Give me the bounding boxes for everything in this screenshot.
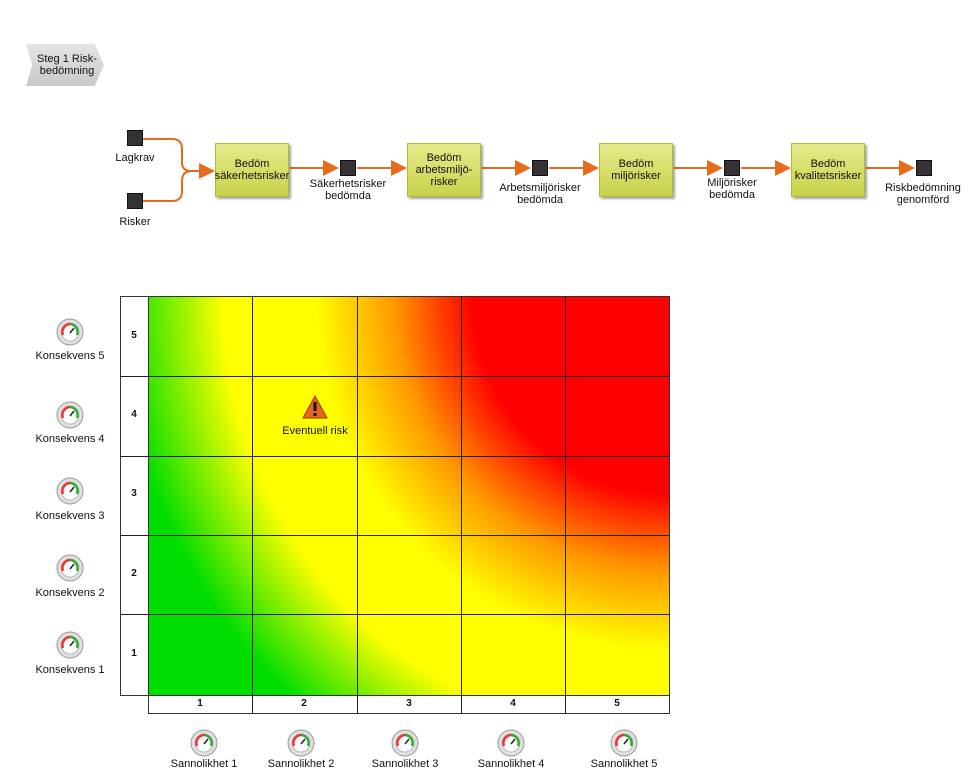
gauge-icon[interactable] bbox=[55, 400, 85, 430]
gauge-icon[interactable] bbox=[55, 317, 85, 347]
gauge-icon[interactable] bbox=[286, 728, 316, 758]
activity-miljorisker[interactable]: Bedöm miljörisker bbox=[599, 143, 673, 197]
row-number: 4 bbox=[131, 409, 137, 420]
grid-line-h3 bbox=[148, 535, 670, 536]
event-riskbedomning bbox=[916, 160, 932, 176]
gauge-icon[interactable] bbox=[496, 728, 526, 758]
event-sakerhetsrisker bbox=[340, 160, 356, 176]
probability-label: Sannolikhet 3 bbox=[371, 758, 439, 770]
row-axis-line-1 bbox=[120, 376, 149, 377]
row-axis-line-2 bbox=[120, 456, 149, 457]
row-number: 5 bbox=[131, 330, 137, 341]
column-number: 3 bbox=[406, 698, 412, 709]
consequence-label: Konsekvens 3 bbox=[35, 510, 105, 522]
column-number: 4 bbox=[510, 698, 516, 709]
activity-arbetsmiljorisker[interactable]: Bedöm arbetsmiljö- risker bbox=[407, 143, 481, 197]
grid-line-h2 bbox=[148, 456, 670, 457]
row-axis-line-3 bbox=[120, 535, 149, 536]
gauge-icon[interactable] bbox=[55, 553, 85, 583]
risk-marker-label: Eventuell risk bbox=[282, 425, 348, 437]
column-number: 5 bbox=[614, 698, 620, 709]
activity-kvalitetsrisker[interactable]: Bedöm kvalitetsrisker bbox=[791, 143, 865, 197]
consequence-label: Konsekvens 2 bbox=[35, 587, 105, 599]
step-tag: Steg 1 Risk-bedömning bbox=[26, 44, 104, 86]
grid-line-h1 bbox=[148, 376, 670, 377]
consequence-label: Konsekvens 1 bbox=[35, 664, 105, 676]
gauge-icon[interactable] bbox=[609, 728, 639, 758]
row-number: 2 bbox=[131, 568, 137, 579]
grid-line-h4 bbox=[148, 614, 670, 615]
gauge-icon[interactable] bbox=[390, 728, 420, 758]
event-label-arbetsmiljorisker: Arbetsmiljörisker bedömda bbox=[499, 182, 581, 206]
step-tag-label: Steg 1 Risk-bedömning bbox=[37, 53, 97, 77]
probability-label: Sannolikhet 5 bbox=[590, 758, 658, 770]
consequence-label: Konsekvens 5 bbox=[35, 350, 105, 362]
risk-matrix-heatmap bbox=[148, 296, 670, 696]
warning-icon[interactable] bbox=[302, 395, 328, 419]
row-number: 3 bbox=[131, 488, 137, 499]
grid-line-v1 bbox=[252, 296, 253, 714]
grid-line-v4 bbox=[565, 296, 566, 714]
row-axis-line-4 bbox=[120, 614, 149, 615]
column-number: 1 bbox=[197, 698, 203, 709]
grid-line-v2 bbox=[357, 296, 358, 714]
gauge-icon[interactable] bbox=[55, 630, 85, 660]
input-event-risker bbox=[127, 193, 143, 209]
event-label-miljorisker: Miljörisker bedömda bbox=[707, 177, 757, 201]
activity-sakerhetsrisker[interactable]: Bedöm säkerhetsrisker bbox=[215, 143, 289, 197]
probability-label: Sannolikhet 2 bbox=[267, 758, 335, 770]
probability-label: Sannolikhet 4 bbox=[477, 758, 545, 770]
gauge-icon[interactable] bbox=[55, 476, 85, 506]
row-axis bbox=[120, 296, 149, 696]
row-number: 1 bbox=[131, 648, 137, 659]
input-event-lagkrav bbox=[127, 130, 143, 146]
connector-risker bbox=[143, 170, 193, 202]
event-label-sakerhetsrisker: Säkerhetsrisker bedömda bbox=[309, 178, 387, 202]
consequence-label: Konsekvens 4 bbox=[35, 433, 105, 445]
gauge-icon[interactable] bbox=[189, 728, 219, 758]
event-label-riskbedomning: Riskbedömning genomförd bbox=[885, 182, 961, 206]
grid-line-v3 bbox=[461, 296, 462, 714]
event-arbetsmiljorisker bbox=[532, 160, 548, 176]
probability-label: Sannolikhet 1 bbox=[170, 758, 238, 770]
input-label-risker: Risker bbox=[119, 216, 151, 228]
event-miljorisker bbox=[724, 160, 740, 176]
input-label-lagkrav: Lagkrav bbox=[115, 152, 155, 164]
process-flow-connectors bbox=[143, 138, 915, 202]
column-number: 2 bbox=[301, 698, 307, 709]
